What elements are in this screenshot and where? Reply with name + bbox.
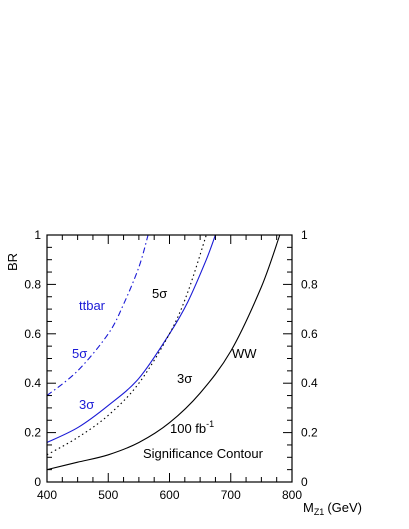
y-tick-label-right: 0.4 bbox=[301, 376, 318, 390]
y-tick-label: 1 bbox=[34, 228, 41, 242]
y-tick-label: 0.8 bbox=[24, 277, 41, 291]
y-tick-label: 0.4 bbox=[24, 376, 41, 390]
y-tick-label: 0 bbox=[34, 475, 41, 489]
y-tick-label: 0.2 bbox=[24, 426, 41, 440]
x-tick-label: 600 bbox=[159, 488, 179, 502]
label-luminosity-exp: -1 bbox=[206, 419, 214, 429]
y-tick-label-right: 1 bbox=[301, 228, 308, 242]
label-luminosity-main: 100 fb bbox=[170, 421, 206, 436]
x-axis-label-sub: Z1 bbox=[314, 507, 325, 517]
y-tick-label-right: 0.8 bbox=[301, 277, 318, 291]
y-tick-label-right: 0.2 bbox=[301, 426, 318, 440]
y-tick-label-right: 0 bbox=[301, 475, 308, 489]
series-line-0 bbox=[46, 234, 149, 397]
label-ww-5sigma: 5σ bbox=[152, 286, 167, 301]
label-luminosity: 100 fb-1 bbox=[170, 419, 214, 436]
series-line-3 bbox=[46, 234, 281, 471]
x-axis-label: MZ1 (GeV) bbox=[303, 500, 362, 517]
x-axis-label-unit: (GeV) bbox=[327, 500, 362, 515]
x-axis-label-main: M bbox=[303, 500, 314, 515]
label-ttbar-5sigma: 5σ bbox=[72, 346, 87, 361]
label-ww-3sigma: 3σ bbox=[177, 371, 192, 386]
y-tick-label-right: 0.6 bbox=[301, 327, 318, 341]
y-tick-label: 0.6 bbox=[24, 327, 41, 341]
label-ww: WW bbox=[232, 346, 257, 361]
label-ttbar-3sigma: 3σ bbox=[79, 397, 94, 412]
series-line-2 bbox=[46, 234, 207, 456]
x-tick-label: 700 bbox=[221, 488, 241, 502]
series-line-1 bbox=[46, 234, 216, 443]
label-ttbar: ttbar bbox=[79, 298, 106, 313]
x-tick-label: 500 bbox=[98, 488, 118, 502]
x-tick-label: 800 bbox=[282, 488, 302, 502]
x-tick-label: 400 bbox=[37, 488, 57, 502]
label-significance-contour: Significance Contour bbox=[143, 446, 264, 461]
y-axis-label: BR bbox=[5, 253, 20, 271]
curves-layer bbox=[46, 234, 281, 471]
